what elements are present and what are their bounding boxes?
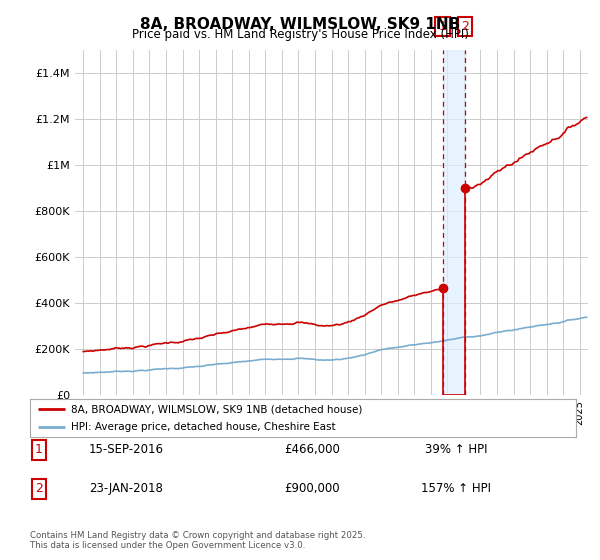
Text: 1: 1 <box>439 20 446 33</box>
Text: 1: 1 <box>35 443 43 456</box>
Text: 15-SEP-2016: 15-SEP-2016 <box>89 443 163 456</box>
Text: £466,000: £466,000 <box>284 443 340 456</box>
Text: Contains HM Land Registry data © Crown copyright and database right 2025.
This d: Contains HM Land Registry data © Crown c… <box>30 530 365 550</box>
Text: 157% ↑ HPI: 157% ↑ HPI <box>421 482 491 496</box>
Text: 39% ↑ HPI: 39% ↑ HPI <box>425 443 487 456</box>
Text: 2: 2 <box>35 482 43 496</box>
Bar <box>443 50 465 395</box>
Text: 2: 2 <box>461 20 469 33</box>
Text: 23-JAN-2018: 23-JAN-2018 <box>89 482 163 496</box>
Text: £900,000: £900,000 <box>284 482 340 496</box>
Text: 8A, BROADWAY, WILMSLOW, SK9 1NB (detached house): 8A, BROADWAY, WILMSLOW, SK9 1NB (detache… <box>71 404 362 414</box>
Text: HPI: Average price, detached house, Cheshire East: HPI: Average price, detached house, Ches… <box>71 422 335 432</box>
Text: 8A, BROADWAY, WILMSLOW, SK9 1NB: 8A, BROADWAY, WILMSLOW, SK9 1NB <box>140 17 460 32</box>
Text: Price paid vs. HM Land Registry's House Price Index (HPI): Price paid vs. HM Land Registry's House … <box>131 28 469 41</box>
